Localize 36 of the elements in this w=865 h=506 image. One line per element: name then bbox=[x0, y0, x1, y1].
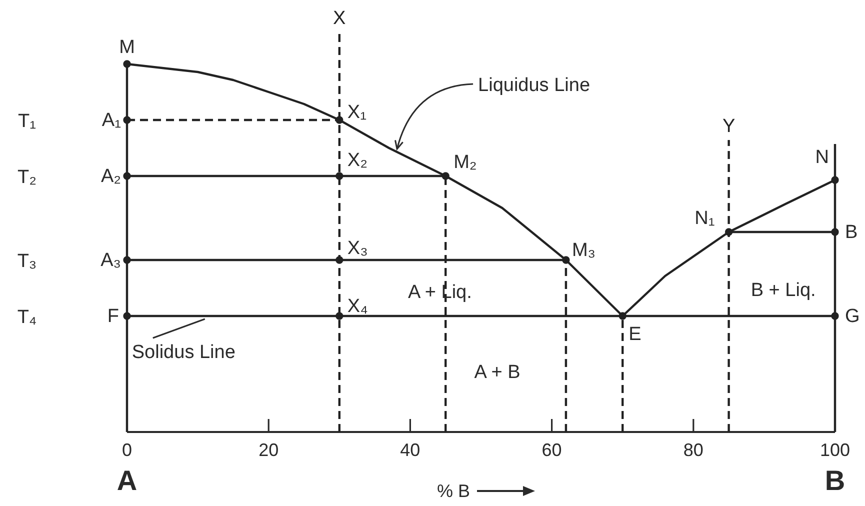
annotation: M₃ bbox=[572, 240, 596, 261]
x-axis-title: % B bbox=[436, 481, 470, 501]
x-tick-label: 80 bbox=[683, 440, 704, 460]
annotation: E bbox=[628, 324, 642, 345]
annotation: A bbox=[116, 465, 138, 496]
annotation: N₁ bbox=[694, 208, 715, 229]
annotation: A₂ bbox=[100, 166, 121, 187]
annotation: A + B bbox=[474, 362, 520, 383]
annotation: A + Liq. bbox=[408, 282, 472, 303]
series-label: Y bbox=[722, 116, 736, 137]
annotation: X₃ bbox=[347, 238, 368, 259]
annotation: Solidus Line bbox=[132, 342, 236, 363]
text: T₁ bbox=[18, 111, 36, 132]
annotation: Liquidus Line bbox=[478, 75, 590, 96]
text: T₃ bbox=[17, 251, 37, 272]
annotation: X₁ bbox=[347, 102, 366, 123]
annotation: N bbox=[815, 147, 829, 168]
x-tick-label: 0 bbox=[122, 440, 132, 460]
x-tick-label: 60 bbox=[542, 440, 562, 460]
x-tick-label: 100 bbox=[820, 440, 850, 460]
annotation: B + Liq. bbox=[750, 280, 816, 301]
x-tick-label: 20 bbox=[258, 440, 279, 460]
annotation: M bbox=[119, 37, 135, 58]
text: T₄ bbox=[17, 307, 37, 328]
annotation: B bbox=[845, 222, 858, 243]
annotation: M₂ bbox=[454, 152, 477, 173]
annotation: X₂ bbox=[347, 150, 368, 171]
annotation: A₃ bbox=[100, 250, 121, 271]
annotation: X₄ bbox=[347, 296, 368, 317]
series-label: X bbox=[333, 8, 346, 29]
annotation: G bbox=[845, 306, 860, 327]
x-tick-label: 40 bbox=[400, 440, 420, 460]
annotation: B bbox=[824, 465, 846, 496]
annotation: F bbox=[107, 306, 119, 327]
annotation: A₁ bbox=[102, 110, 121, 131]
text: T₂ bbox=[18, 167, 36, 188]
